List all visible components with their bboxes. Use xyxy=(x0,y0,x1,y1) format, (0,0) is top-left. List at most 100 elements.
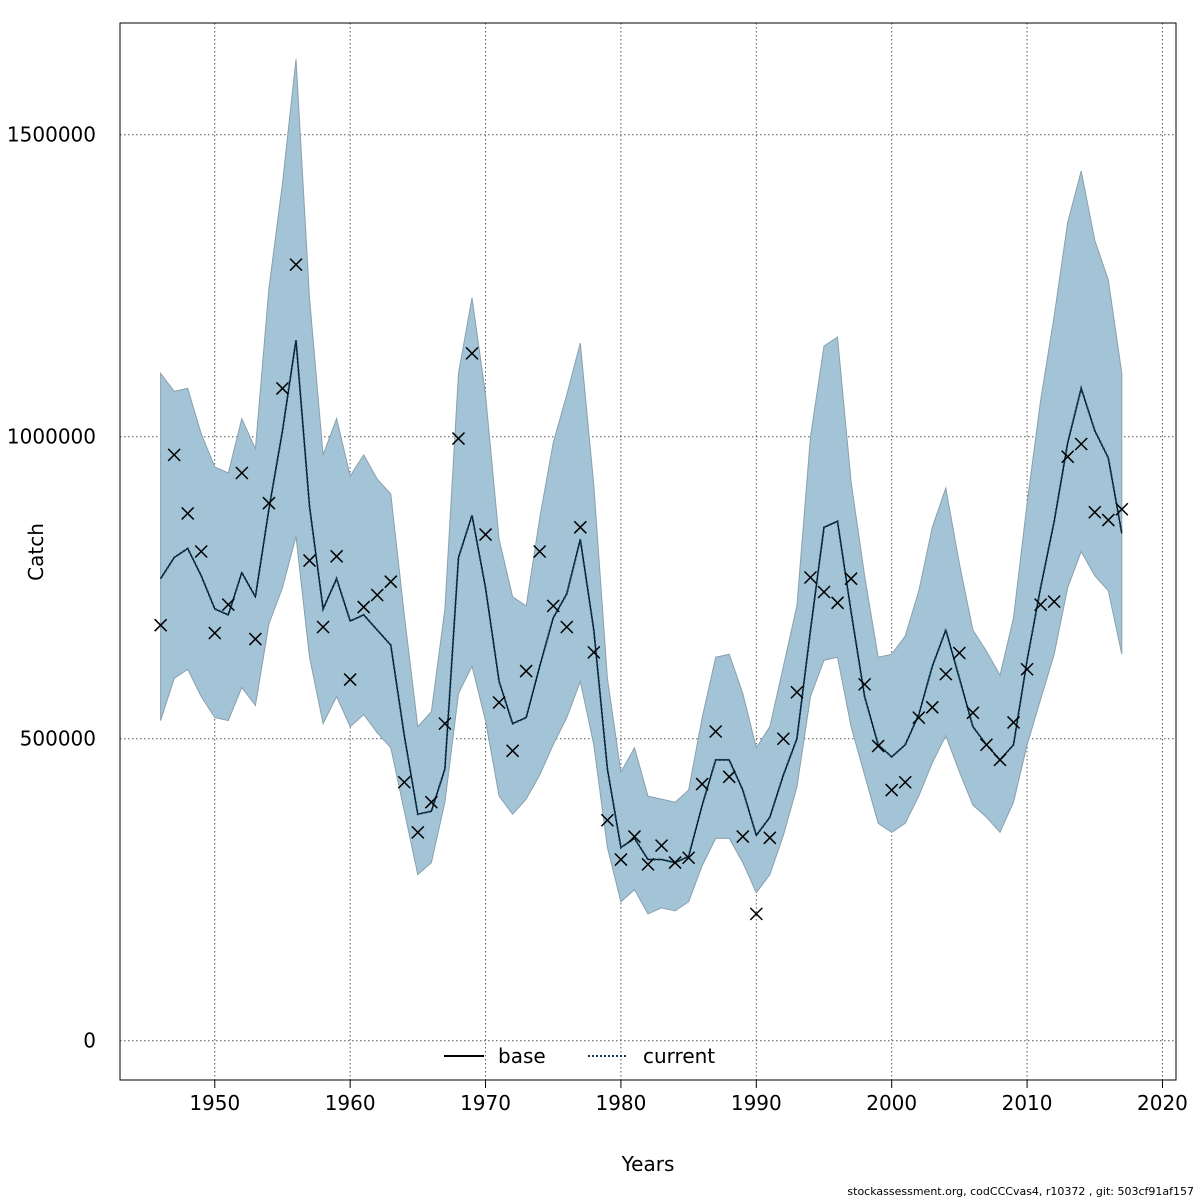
observed-point xyxy=(1101,513,1115,527)
observed-point xyxy=(682,851,696,865)
x-tick-label: 2000 xyxy=(866,1091,917,1115)
observed-point xyxy=(506,744,520,758)
observed-point-stroke xyxy=(1061,450,1075,464)
observed-point xyxy=(316,620,330,634)
observed-point xyxy=(763,831,777,845)
plot-frame xyxy=(119,22,1177,1081)
series-lines xyxy=(159,339,1123,864)
y-tick-label: 1500000 xyxy=(7,123,96,147)
observed-point-stroke xyxy=(275,381,289,395)
observed-point-stroke xyxy=(736,830,750,844)
observed-point xyxy=(871,739,885,753)
observed-point-stroke xyxy=(858,677,872,691)
observed-point-stroke xyxy=(248,632,262,646)
observed-point xyxy=(357,600,371,614)
observed-point xyxy=(898,775,912,789)
observed-point xyxy=(275,381,289,395)
observed-point-stroke xyxy=(533,544,547,559)
observed-point-stroke xyxy=(208,626,222,640)
confidence-band-area xyxy=(160,59,1123,915)
observed-point xyxy=(438,717,452,731)
observed-point-stroke xyxy=(925,700,939,714)
y-tick-label: 1000000 xyxy=(7,425,96,449)
observed-point xyxy=(912,711,926,725)
observed-point-stroke xyxy=(614,853,628,867)
observed-point-stroke xyxy=(682,851,696,865)
observed-point xyxy=(492,695,506,710)
observed-point xyxy=(627,830,641,844)
observed-point-stroke xyxy=(573,520,587,534)
observed-point-stroke xyxy=(993,753,1007,767)
observed-point xyxy=(384,575,398,589)
observed-point xyxy=(560,620,574,634)
observed-point-stroke xyxy=(1101,513,1115,527)
observed-point-stroke xyxy=(1047,595,1061,609)
observed-point-stroke xyxy=(1115,502,1129,516)
observed-point-stroke xyxy=(587,645,601,659)
observed-point xyxy=(736,830,750,844)
observed-point xyxy=(451,432,465,446)
observed-point-stroke xyxy=(519,664,533,678)
observed-point xyxy=(885,783,899,797)
y-tick-label: 500000 xyxy=(20,727,96,751)
observed-point-stroke xyxy=(898,775,912,789)
observed-point-stroke xyxy=(384,575,398,589)
x-tick-label: 1950 xyxy=(189,1091,240,1115)
observed-point xyxy=(858,677,872,691)
observed-point-stroke xyxy=(357,600,371,614)
observed-point-stroke xyxy=(235,466,249,480)
observed-point xyxy=(1034,598,1048,612)
observed-point xyxy=(925,700,939,714)
observed-point-stroke xyxy=(655,839,669,853)
observed-point xyxy=(1047,595,1061,609)
observed-point-stroke xyxy=(709,724,723,739)
observed-point-stroke xyxy=(668,856,682,870)
observed-point-stroke xyxy=(411,825,425,839)
observed-point xyxy=(546,599,560,613)
observed-point xyxy=(641,857,655,871)
observed-point-stroke xyxy=(465,346,479,360)
observed-point xyxy=(1088,505,1102,519)
observed-point xyxy=(695,777,709,791)
x-tick-label: 1970 xyxy=(460,1091,511,1115)
y-axis-title: Catch xyxy=(24,523,48,581)
observed-point xyxy=(519,664,533,678)
observed-point-stroke xyxy=(451,432,465,446)
observed-point-stroke xyxy=(194,544,208,559)
observed-point xyxy=(208,626,222,640)
observed-point-stroke xyxy=(627,830,641,844)
x-tick-label: 1980 xyxy=(595,1091,646,1115)
observed-point-stroke xyxy=(492,695,506,710)
legend-label-current: current xyxy=(643,1044,715,1068)
observed-point xyxy=(614,853,628,867)
observed-point xyxy=(289,258,303,272)
observed-point-stroke xyxy=(546,599,560,613)
observed-point xyxy=(262,496,276,510)
observed-point-stroke xyxy=(560,620,574,634)
observed-point xyxy=(790,685,804,699)
observed-point-stroke xyxy=(763,831,777,845)
observed-point xyxy=(831,596,845,610)
observed-point xyxy=(709,724,723,739)
observed-point-stroke xyxy=(641,857,655,871)
observed-point xyxy=(817,585,831,599)
observed-point xyxy=(465,346,479,360)
observed-point xyxy=(1007,715,1021,729)
observed-point-stroke xyxy=(695,777,709,791)
observed-point xyxy=(343,673,357,687)
observed-point xyxy=(600,813,614,827)
observed-point xyxy=(424,795,438,809)
observed-point-stroke xyxy=(181,506,195,520)
observed-point xyxy=(194,544,208,559)
observed-point-stroke xyxy=(1007,715,1021,729)
observed-point-stroke xyxy=(749,907,763,921)
observed-point xyxy=(749,907,763,921)
observed-point-stroke xyxy=(1020,662,1034,676)
x-tick-label: 1990 xyxy=(731,1091,782,1115)
observed-point-stroke xyxy=(479,528,493,542)
legend: base current xyxy=(444,1044,715,1068)
x-tick-label: 2010 xyxy=(1002,1091,1053,1115)
observed-point-stroke xyxy=(221,598,235,612)
observed-point-stroke xyxy=(939,667,953,681)
